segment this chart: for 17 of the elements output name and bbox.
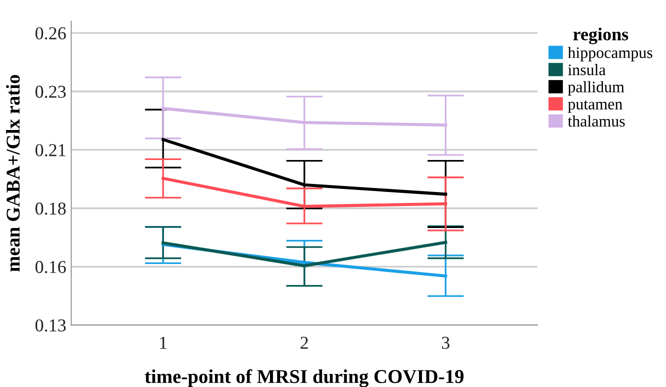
legend-label: thalamus — [568, 115, 625, 127]
y-tick-label: 0.18 — [35, 202, 66, 215]
legend-label: insula — [568, 64, 606, 76]
x-tick-label: 3 — [442, 336, 450, 349]
y-tick-label: 0.26 — [35, 27, 66, 40]
y-tick-label: 0.23 — [35, 86, 66, 98]
y-tick-label: 0.16 — [35, 260, 66, 274]
x-axis-title: time-point of MRSI during COVID-19 — [144, 369, 464, 387]
legend-label: pallidum — [568, 81, 624, 96]
x-tick-label: 2 — [300, 336, 308, 349]
legend-title: regions — [573, 28, 628, 44]
x-tick-label: 1 — [160, 336, 167, 349]
y-tick-label: 0.13 — [35, 319, 66, 332]
y-axis-title: mean GABA+/Glx ratio — [6, 74, 20, 272]
legend-label: putamen — [568, 100, 622, 113]
legend-label: hippocampus — [568, 46, 652, 62]
y-tick-label: 0.21 — [35, 144, 66, 156]
